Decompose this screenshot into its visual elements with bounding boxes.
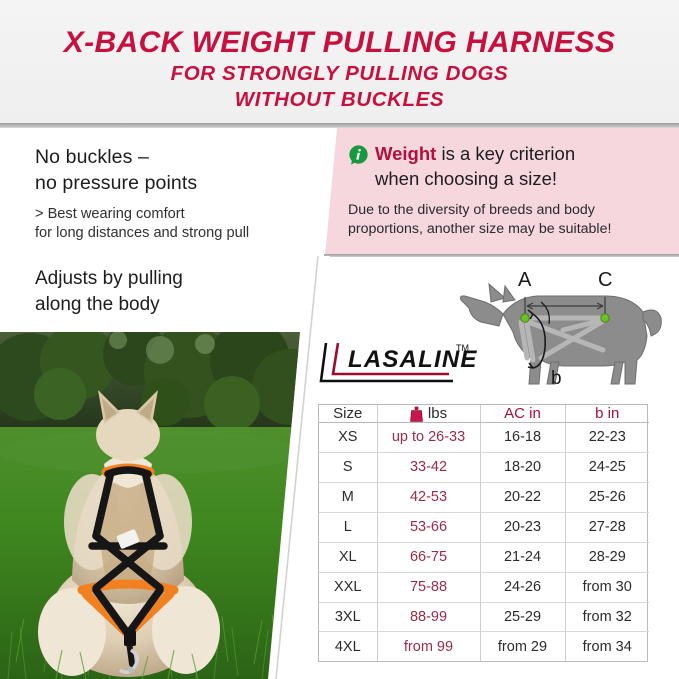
adjust-box: Adjusts by pulling along the body [0, 256, 330, 332]
cell-lbs: up to 26-33 [377, 422, 481, 453]
cell-ac: 16-18 [480, 422, 566, 453]
cell-b: 24-25 [565, 452, 649, 483]
column-header-size: Size [319, 405, 378, 423]
logo-trademark: TM [456, 343, 469, 353]
product-photo [0, 332, 300, 679]
measure-point-a [520, 313, 530, 323]
cell-ac: from 29 [480, 631, 566, 661]
feature-heading-line1: No buckles – [35, 146, 149, 168]
header-divider [0, 123, 679, 128]
weight-note-divider [324, 254, 679, 257]
column-header-ac: AC in [480, 405, 566, 423]
diagram-label-a: A [518, 269, 532, 291]
cell-lbs: 53-66 [377, 512, 481, 543]
table-row: XL 66-75 21-24 28-29 [319, 542, 649, 573]
cell-lbs: from 99 [377, 631, 481, 661]
cell-ac: 18-20 [480, 452, 566, 483]
cell-b: 25-26 [565, 482, 649, 513]
header-banner: X-BACK WEIGHT PULLING HARNESS FOR STRONG… [0, 0, 679, 123]
table-row: XS up to 26-33 16-18 22-23 [319, 422, 649, 453]
table-row: 3XL 88-99 25-29 from 32 [319, 602, 649, 633]
cell-b: from 30 [565, 572, 649, 603]
info-icon [349, 145, 368, 165]
cell-lbs: 33-42 [377, 452, 481, 483]
cell-size: L [319, 512, 378, 543]
header-subtitle-2: WITHOUT BUCKLES [234, 88, 445, 111]
cell-ac: 20-23 [480, 512, 566, 543]
weight-heading-rest: is a key criterion [436, 143, 576, 164]
cell-b: from 34 [582, 638, 632, 655]
table-row: 4XL from 99 from 29 from 34 [319, 631, 649, 661]
table-header-row: Size lbs AC in b in [319, 405, 649, 423]
header-subtitle-1: FOR STRONGLY PULLING DOGS [170, 62, 509, 85]
brand-logo: LASALINE TM [319, 342, 478, 383]
cell-size: XXL [319, 572, 378, 603]
weight-icon [410, 406, 423, 422]
table-row: L 53-66 20-23 27-28 [319, 512, 649, 543]
cell-ac: 24-26 [480, 572, 566, 603]
column-header-b: b in [565, 405, 649, 423]
feature-body-line2: for long distances and strong pull [35, 225, 250, 241]
cell-size: XL [319, 542, 378, 573]
adjust-heading-line2: along the body [35, 294, 160, 315]
cell-lbs: 42-53 [377, 482, 481, 513]
logo-wordmark: LASALINE [348, 346, 478, 373]
measure-point-c [600, 313, 610, 323]
weight-note-body-line2: proportions, another size may be suitabl… [348, 221, 612, 237]
cell-size: XS [319, 422, 378, 453]
weight-note-body-line1: Due to the diversity of breeds and body [348, 202, 595, 218]
table-row: S 33-42 18-20 24-25 [319, 452, 649, 483]
cell-ac: 21-24 [480, 542, 566, 573]
cell-lbs: 88-99 [377, 602, 481, 633]
page-title: X-BACK WEIGHT PULLING HARNESS [63, 26, 616, 59]
cell-size: S [319, 452, 378, 483]
adjust-heading-line1: Adjusts by pulling [35, 268, 183, 289]
weight-note-heading-line1: Weight is a key criterion [375, 143, 575, 165]
cell-b: 27-28 [565, 512, 649, 543]
feature-body-line1: > Best wearing comfort [35, 206, 185, 222]
cell-size: 3XL [319, 602, 378, 633]
cell-lbs: 66-75 [377, 542, 481, 573]
size-chart-table: Size lbs AC in b in [318, 404, 649, 662]
weight-note-heading-line2: when choosing a size! [375, 168, 558, 189]
cell-ac: 20-22 [480, 482, 566, 513]
measurement-diagram: A C b [460, 269, 662, 389]
weight-keyword: Weight [375, 143, 437, 164]
cell-b: from 32 [565, 602, 649, 633]
cell-size: 4XL [319, 631, 378, 661]
cell-lbs: 75-88 [377, 572, 481, 603]
feature-heading-line2: no pressure points [35, 172, 198, 194]
dog-harness-photo [0, 332, 300, 679]
feature-box: No buckles – no pressure points > Best w… [0, 128, 342, 256]
cell-ac: 25-29 [480, 602, 566, 633]
column-header-lbs: lbs [377, 405, 481, 423]
diagram-label-b: b [551, 368, 562, 389]
table-row: M 42-53 20-22 25-26 [319, 482, 649, 513]
cell-b: 28-29 [565, 542, 649, 573]
diagram-label-c: C [598, 269, 612, 291]
cell-b: 22-23 [565, 422, 649, 453]
cell-size: M [319, 482, 378, 513]
column-header-lbs-label: lbs [427, 405, 448, 422]
weight-note-box: Weight is a key criterion when choosing … [325, 128, 679, 256]
table-row: XXL 75-88 24-26 from 30 [319, 572, 649, 603]
